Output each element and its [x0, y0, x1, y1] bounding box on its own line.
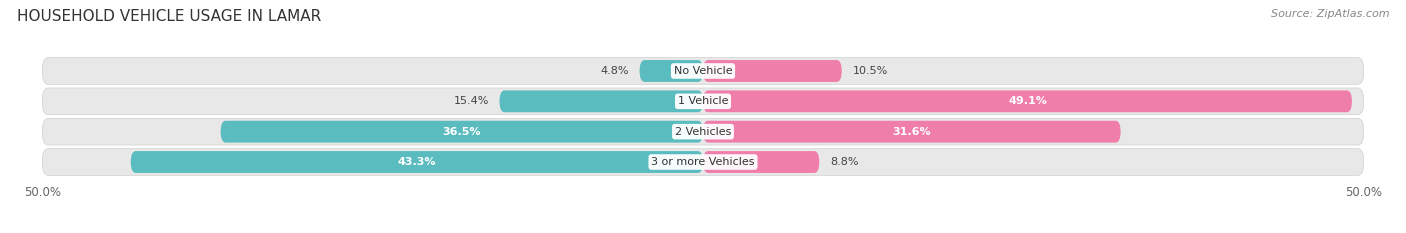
Text: 15.4%: 15.4%	[454, 96, 489, 106]
Text: 31.6%: 31.6%	[893, 127, 931, 137]
Text: 4.8%: 4.8%	[600, 66, 628, 76]
Text: 10.5%: 10.5%	[852, 66, 887, 76]
FancyBboxPatch shape	[703, 90, 1353, 112]
Text: 8.8%: 8.8%	[830, 157, 859, 167]
FancyBboxPatch shape	[499, 90, 703, 112]
FancyBboxPatch shape	[42, 118, 1364, 145]
FancyBboxPatch shape	[703, 60, 842, 82]
FancyBboxPatch shape	[221, 121, 703, 143]
FancyBboxPatch shape	[42, 149, 1364, 175]
Text: 3 or more Vehicles: 3 or more Vehicles	[651, 157, 755, 167]
FancyBboxPatch shape	[640, 60, 703, 82]
Text: 49.1%: 49.1%	[1008, 96, 1047, 106]
FancyBboxPatch shape	[42, 58, 1364, 84]
Text: Source: ZipAtlas.com: Source: ZipAtlas.com	[1271, 9, 1389, 19]
FancyBboxPatch shape	[131, 151, 703, 173]
FancyBboxPatch shape	[703, 121, 1121, 143]
FancyBboxPatch shape	[42, 88, 1364, 115]
Text: No Vehicle: No Vehicle	[673, 66, 733, 76]
Text: 2 Vehicles: 2 Vehicles	[675, 127, 731, 137]
Text: 1 Vehicle: 1 Vehicle	[678, 96, 728, 106]
Text: HOUSEHOLD VEHICLE USAGE IN LAMAR: HOUSEHOLD VEHICLE USAGE IN LAMAR	[17, 9, 321, 24]
Text: 36.5%: 36.5%	[443, 127, 481, 137]
FancyBboxPatch shape	[703, 151, 820, 173]
Text: 43.3%: 43.3%	[398, 157, 436, 167]
